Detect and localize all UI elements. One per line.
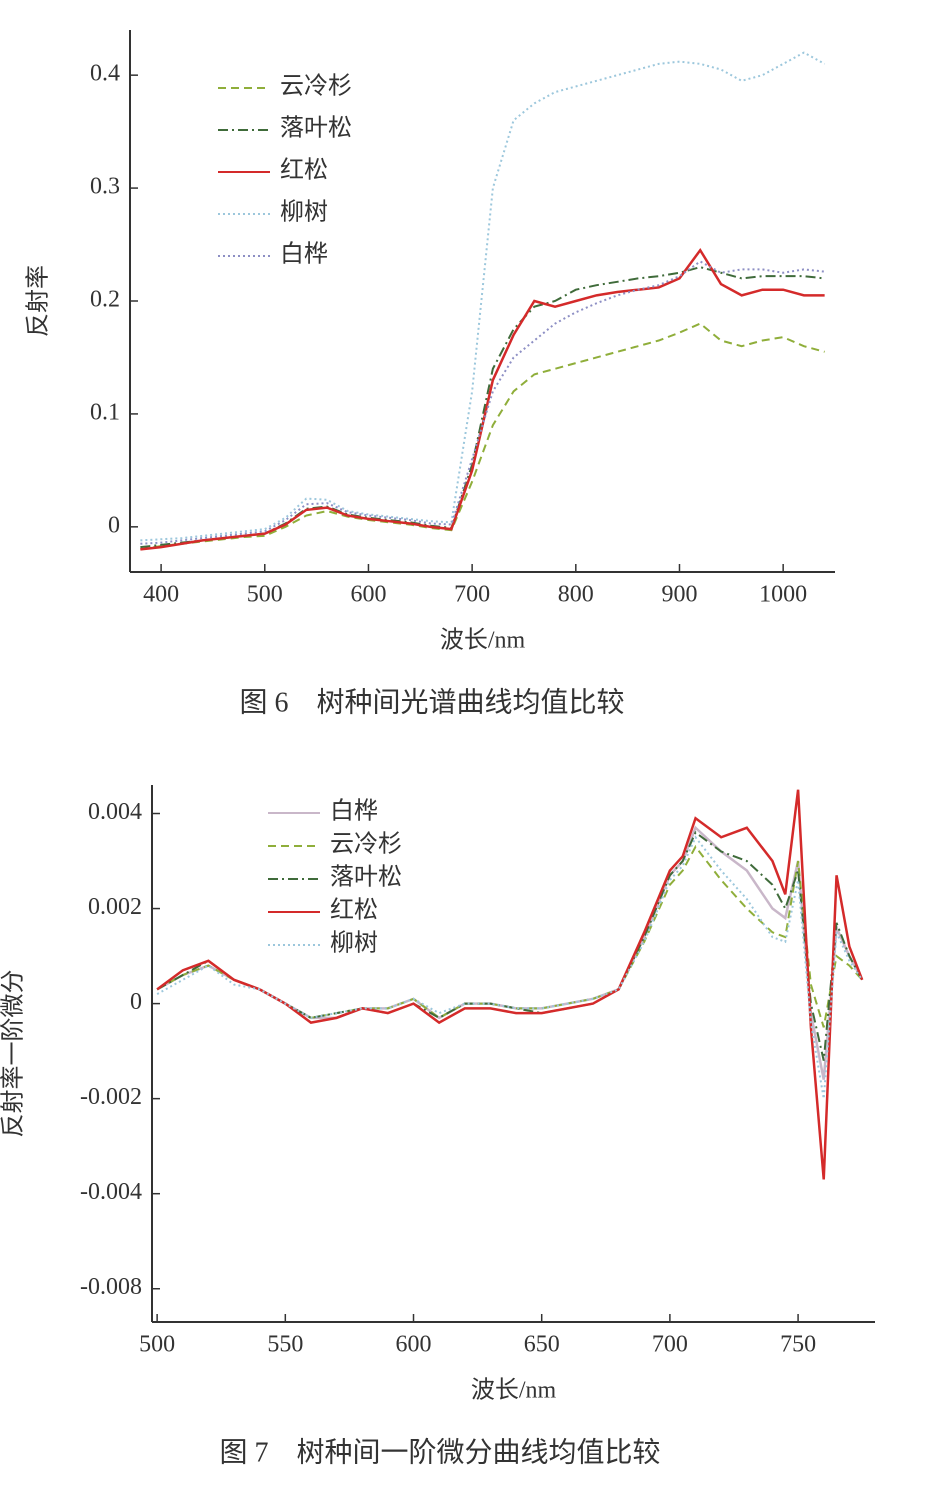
legend-label: 云冷杉 [330,831,402,858]
legend-label: 云冷杉 [280,73,352,100]
x-tick-label: 600 [396,1332,432,1358]
legend-label: 红松 [280,157,328,184]
y-axis-label: 反射率一阶微分 [0,970,27,1138]
x-tick-label: 750 [780,1332,816,1358]
y-tick-label: 0 [130,989,142,1015]
series-line [140,51,826,542]
legend-label: 白桦 [330,798,378,825]
series-line [156,844,863,1028]
x-tick-label: 500 [139,1332,175,1358]
legend-label: 红松 [330,897,378,924]
caption: 图 6 树种间光谱曲线均值比较 [239,686,624,718]
y-tick-label: -0.004 [80,1179,142,1205]
x-tick-label: 500 [247,582,283,608]
y-tick-label: 0 [108,512,120,538]
caption: 图 7 树种间一阶微分曲线均值比较 [219,1436,660,1468]
x-tick-label: 550 [267,1332,303,1358]
x-axis-label: 波长/nm [471,1377,557,1404]
x-tick-label: 700 [652,1332,688,1358]
y-tick-label: -0.002 [80,1084,142,1110]
y-axis-label: 反射率 [25,265,52,337]
series-line [140,247,825,551]
series-line [140,260,825,545]
legend-label: 落叶松 [280,115,352,142]
legend-label: 落叶松 [330,864,402,891]
series-line [140,266,825,549]
y-tick-label: 0.004 [88,799,142,825]
y-tick-label: 0.3 [90,174,120,200]
y-tick-label: 0.2 [90,287,120,313]
series-line [156,825,864,1080]
y-tick-label: 0.002 [88,894,142,920]
series-line [156,789,864,1180]
x-tick-label: 650 [524,1332,560,1358]
legend-label: 白桦 [280,241,328,268]
x-tick-label: 1000 [759,582,807,608]
y-tick-label: 0.1 [90,399,120,425]
legend-label: 柳树 [280,199,328,226]
x-tick-label: 900 [661,582,697,608]
x-axis-label: 波长/nm [440,627,526,654]
series-line [140,322,825,551]
series-line [156,830,864,1061]
series-line [156,835,864,1099]
x-tick-label: 400 [143,582,179,608]
legend-label: 柳树 [330,930,378,957]
y-tick-label: 0.4 [90,61,120,87]
x-tick-label: 700 [454,582,490,608]
y-tick-label: -0.008 [80,1274,142,1300]
x-tick-label: 800 [558,582,594,608]
x-tick-label: 600 [350,582,386,608]
